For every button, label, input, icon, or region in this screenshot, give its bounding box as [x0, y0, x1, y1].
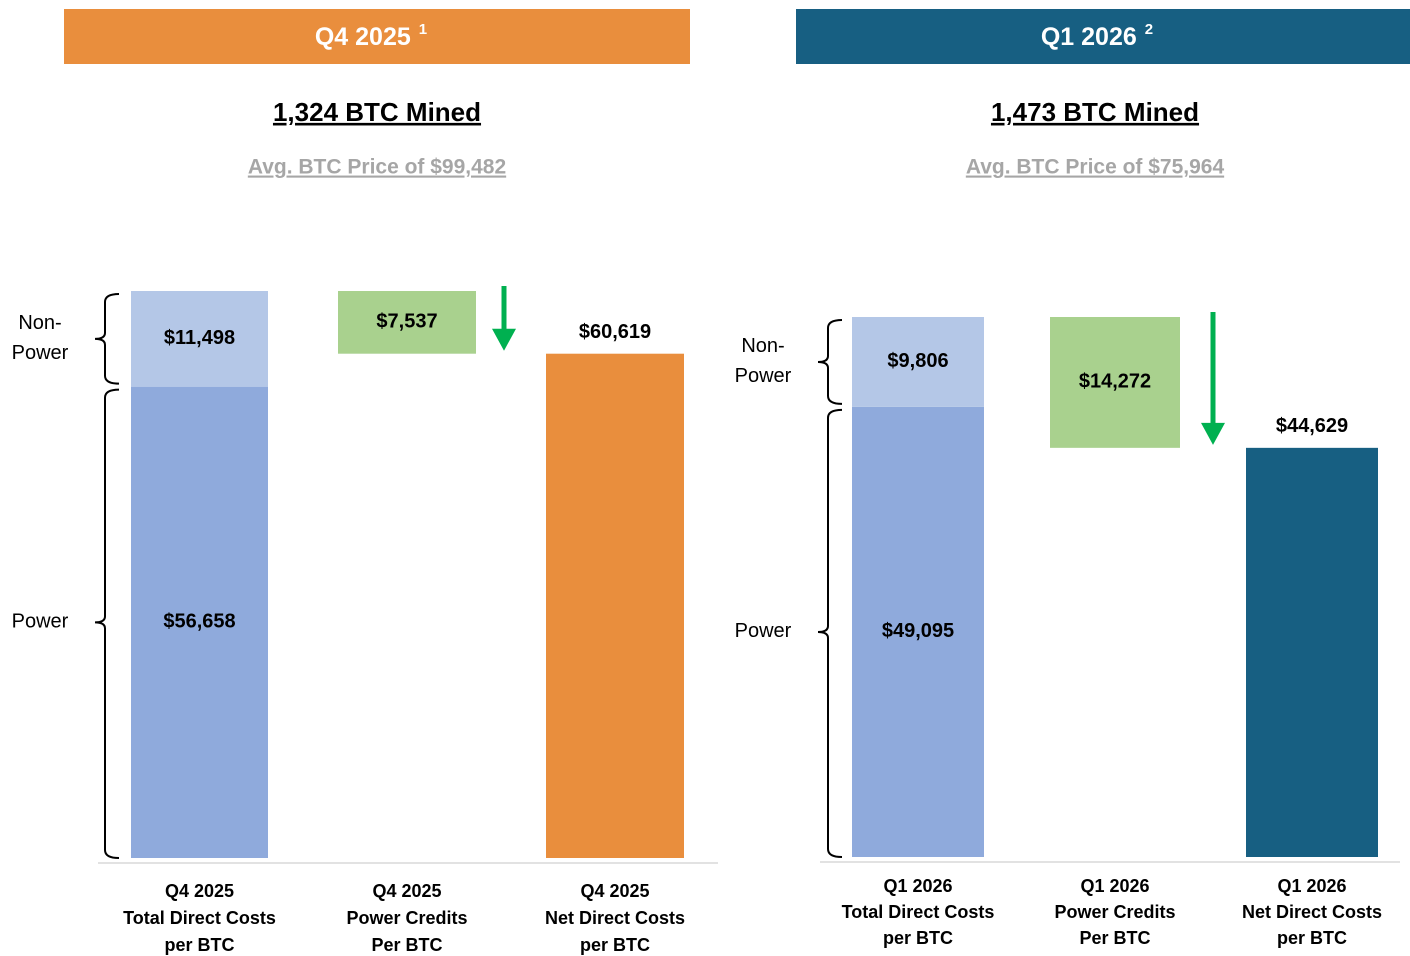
segment-name: Power [12, 611, 69, 633]
category-label: Per BTC [1079, 928, 1150, 948]
category-label: Total Direct Costs [842, 902, 995, 922]
category-label: Per BTC [371, 935, 442, 955]
category-label: Net Direct Costs [545, 908, 685, 928]
bracket [817, 408, 843, 858]
stack-segment [131, 386, 268, 858]
bracket [817, 319, 843, 405]
category-label: Q1 2026 [1080, 876, 1149, 896]
category-label: Q4 2025 [372, 881, 441, 901]
category-label: per BTC [580, 935, 650, 955]
header-bar [64, 9, 690, 64]
stack-segment [131, 291, 268, 387]
segment-value-label: $49,095 [882, 620, 954, 642]
subtitle: 1,473 BTC Mined [991, 97, 1199, 127]
stack-segment [852, 406, 984, 857]
net-value-label: $60,619 [579, 321, 651, 343]
segment-name: Non- [18, 312, 61, 334]
segment-name: Power [735, 620, 792, 642]
note: Avg. BTC Price of $75,964 [966, 156, 1225, 179]
net-bar [546, 353, 684, 858]
arrow-head [492, 328, 516, 351]
segment-name: Power [12, 342, 69, 364]
note: Avg. BTC Price of $99,482 [248, 156, 506, 179]
category-label: Q1 2026 [883, 876, 952, 896]
header-note: 2 [1145, 21, 1153, 38]
category-label: per BTC [1277, 928, 1347, 948]
bracket [94, 388, 120, 859]
arrow-head [1201, 422, 1225, 445]
category-label: Power Credits [346, 908, 467, 928]
header: Q4 2025 1 [315, 21, 427, 51]
segment-name: Power [735, 365, 792, 387]
category-label: Power Credits [1054, 902, 1175, 922]
bracket [94, 293, 120, 385]
credit-value-label: $14,272 [1079, 371, 1151, 393]
segment-value-label: $9,806 [887, 350, 948, 372]
category-label: Q4 2025 [580, 881, 649, 901]
net-value-label: $44,629 [1276, 415, 1348, 437]
header-note: 1 [419, 21, 427, 38]
credit-bar [338, 291, 476, 354]
net-bar [1246, 447, 1378, 857]
category-label: per BTC [164, 935, 234, 955]
segment-name: Non- [741, 335, 784, 357]
segment-value-label: $56,658 [163, 611, 235, 633]
stack-segment [852, 317, 984, 407]
category-label: Net Direct Costs [1242, 902, 1382, 922]
header: Q1 2026 2 [1041, 21, 1153, 51]
header-text: Q4 2025 [315, 23, 411, 51]
credit-bar [1050, 317, 1180, 448]
subtitle: 1,324 BTC Mined [273, 97, 481, 127]
category-label: per BTC [883, 928, 953, 948]
category-label: Total Direct Costs [123, 908, 276, 928]
credit-value-label: $7,537 [376, 311, 437, 333]
header-bar [796, 9, 1410, 64]
header-text: Q1 2026 [1041, 23, 1137, 51]
segment-value-label: $11,498 [164, 327, 235, 349]
category-label: Q4 2025 [165, 881, 234, 901]
category-label: Q1 2026 [1277, 876, 1346, 896]
